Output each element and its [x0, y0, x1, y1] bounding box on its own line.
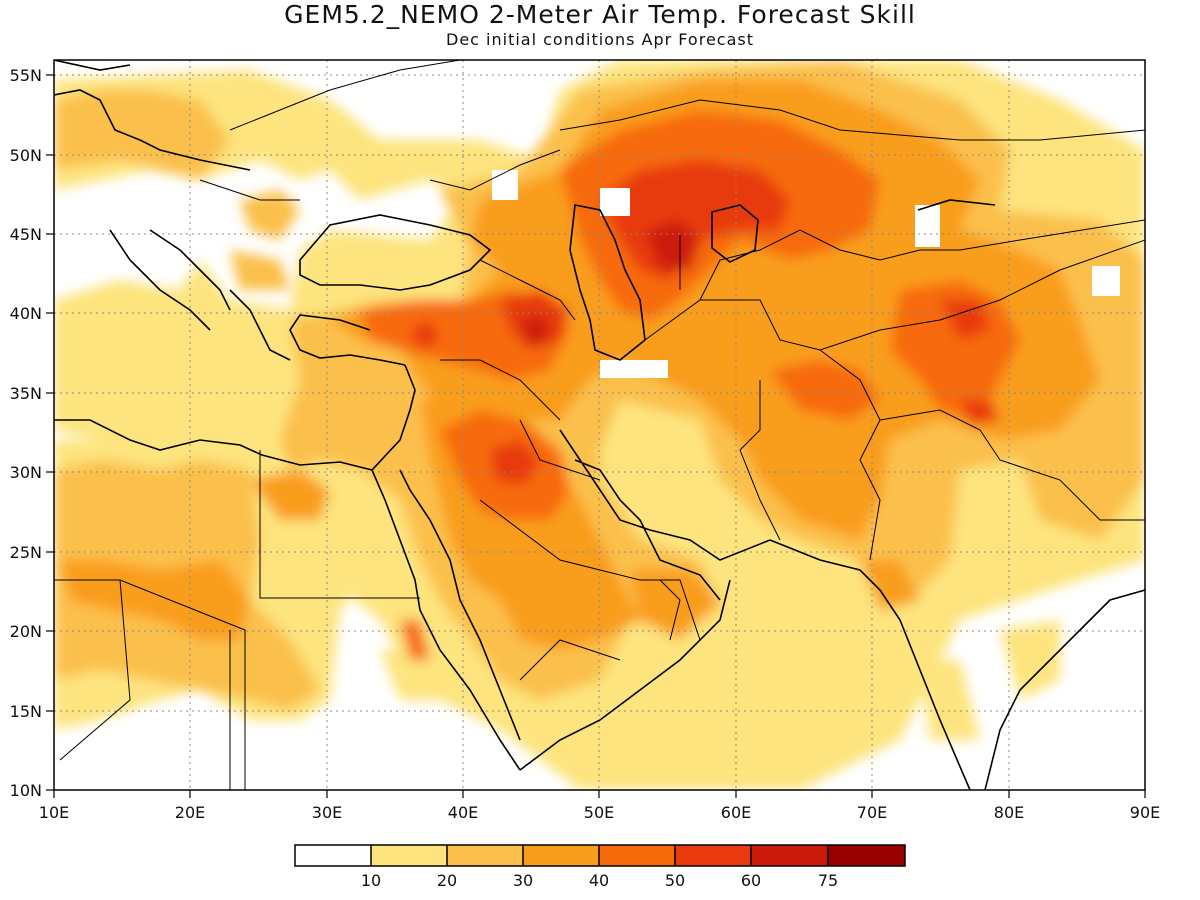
lon-tick-label: 90E: [1130, 803, 1160, 822]
colorbar-label: 40: [589, 871, 609, 890]
colorbar-swatch: [447, 845, 523, 866]
colorbar-label: 30: [513, 871, 533, 890]
lat-tick-label: 35N: [10, 384, 42, 403]
skill-level-40-50: [360, 110, 1020, 660]
lon-tick-label: 40E: [448, 803, 478, 822]
lon-tick-label: 10E: [39, 803, 69, 822]
skill-level-50-60: [410, 160, 1000, 485]
lon-tick-label: 60E: [721, 803, 751, 822]
gridlines: [54, 60, 1145, 790]
colorbar-swatch: [523, 845, 599, 866]
skill-level-60-75: [520, 220, 700, 345]
coastlines: [54, 60, 1145, 790]
colorbar-label: 50: [665, 871, 685, 890]
lon-tick-label: 30E: [312, 803, 342, 822]
lon-tick-labels: 10E 20E 30E 40E 50E 60E 70E 80E 90E: [39, 803, 1160, 822]
lat-tick-labels: 10N 15N 20N 25N 30N 35N 40N 45N 50N 55N: [10, 66, 42, 800]
lat-tick-label: 15N: [10, 702, 42, 721]
map-subtitle: Dec initial conditions Apr Forecast: [446, 30, 754, 49]
colorbar-swatch: [675, 845, 751, 866]
lat-tick-label: 55N: [10, 66, 42, 85]
colorbar-swatch: [751, 845, 828, 866]
lat-tick-label: 40N: [10, 304, 42, 323]
axis-ticks: [46, 74, 1146, 798]
colorbar-swatch: [371, 845, 447, 866]
masked-cells: [492, 170, 1120, 378]
lon-tick-label: 20E: [175, 803, 205, 822]
colorbar: 10 20 30 40 50 60 75: [294, 844, 906, 890]
colorbar-swatch: [295, 845, 371, 866]
lat-tick-label: 45N: [10, 225, 42, 244]
colorbar-swatch: [828, 845, 905, 866]
lon-tick-label: 80E: [994, 803, 1024, 822]
colorbar-label: 20: [437, 871, 457, 890]
lon-tick-label: 50E: [584, 803, 614, 822]
country-borders: [54, 60, 1145, 790]
lat-tick-label: 25N: [10, 543, 42, 562]
map-title: GEM5.2_NEMO 2-Meter Air Temp. Forecast S…: [284, 0, 916, 29]
colorbar-label: 75: [818, 871, 838, 890]
lat-tick-label: 50N: [10, 146, 42, 165]
lat-tick-label: 10N: [10, 781, 42, 800]
lat-tick-label: 20N: [10, 622, 42, 641]
colorbar-label: 60: [741, 871, 761, 890]
lon-tick-label: 70E: [857, 803, 887, 822]
colorbar-swatch: [599, 845, 675, 866]
colorbar-label: 10: [361, 871, 381, 890]
lat-tick-label: 30N: [10, 463, 42, 482]
